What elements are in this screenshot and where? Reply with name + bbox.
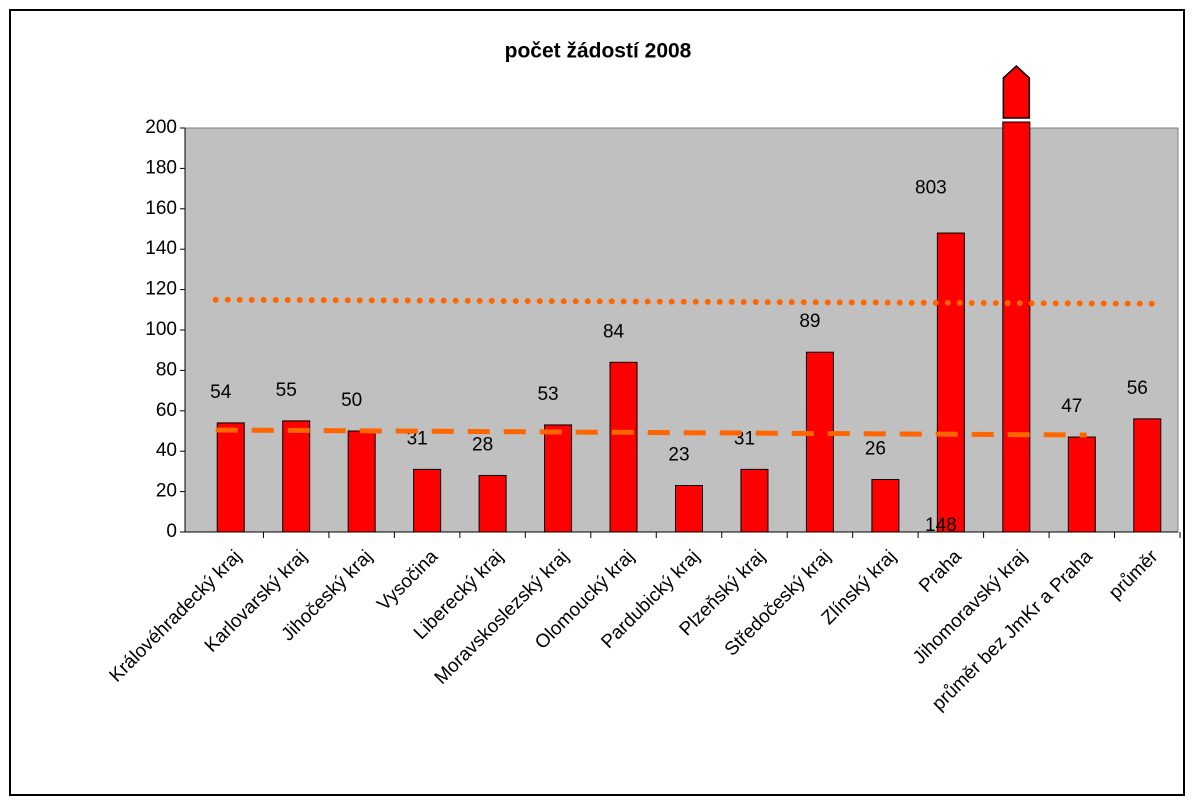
y-tick-label: 60	[156, 400, 177, 421]
value-label: 28	[472, 434, 493, 455]
bar	[544, 424, 573, 533]
bar	[478, 474, 507, 533]
value-label: 47	[1061, 396, 1082, 417]
y-tick-label: 0	[166, 521, 177, 542]
value-label: 148	[925, 515, 957, 536]
y-tick-label: 140	[145, 238, 177, 259]
bar	[609, 361, 638, 533]
bar	[675, 485, 703, 533]
bar	[347, 430, 376, 533]
y-tick-label: 180	[145, 157, 177, 178]
value-label: 89	[799, 311, 820, 332]
bar	[936, 232, 965, 533]
chart-title: počet žádostí 2008	[505, 40, 692, 63]
value-label: 50	[341, 390, 362, 411]
trend-line	[215, 427, 1087, 438]
value-label: 26	[865, 438, 886, 459]
bar	[805, 351, 834, 533]
value-label: 53	[537, 384, 558, 405]
value-label: 56	[1127, 378, 1148, 399]
bar	[740, 468, 769, 533]
y-tick-label: 120	[145, 279, 177, 300]
value-label: 23	[668, 445, 689, 466]
trend-line	[212, 296, 1156, 307]
value-label: 803	[915, 178, 947, 199]
y-tick-label: 160	[145, 198, 177, 219]
y-tick-label: 20	[156, 481, 177, 502]
bar	[1002, 121, 1031, 533]
value-label: 84	[603, 321, 625, 342]
bar	[413, 468, 442, 533]
bar	[1067, 436, 1096, 533]
bar	[871, 478, 900, 533]
value-label: 55	[276, 380, 297, 401]
y-tick-label: 80	[156, 359, 177, 380]
y-tick-label: 40	[156, 440, 177, 461]
bar	[1133, 418, 1162, 533]
bar	[282, 420, 311, 533]
overflow-arrow	[1002, 64, 1031, 119]
value-label: 31	[407, 428, 428, 449]
value-label: 54	[210, 382, 232, 403]
bar	[216, 422, 245, 533]
y-tick-label: 100	[145, 319, 177, 340]
y-tick-label: 200	[145, 117, 177, 138]
